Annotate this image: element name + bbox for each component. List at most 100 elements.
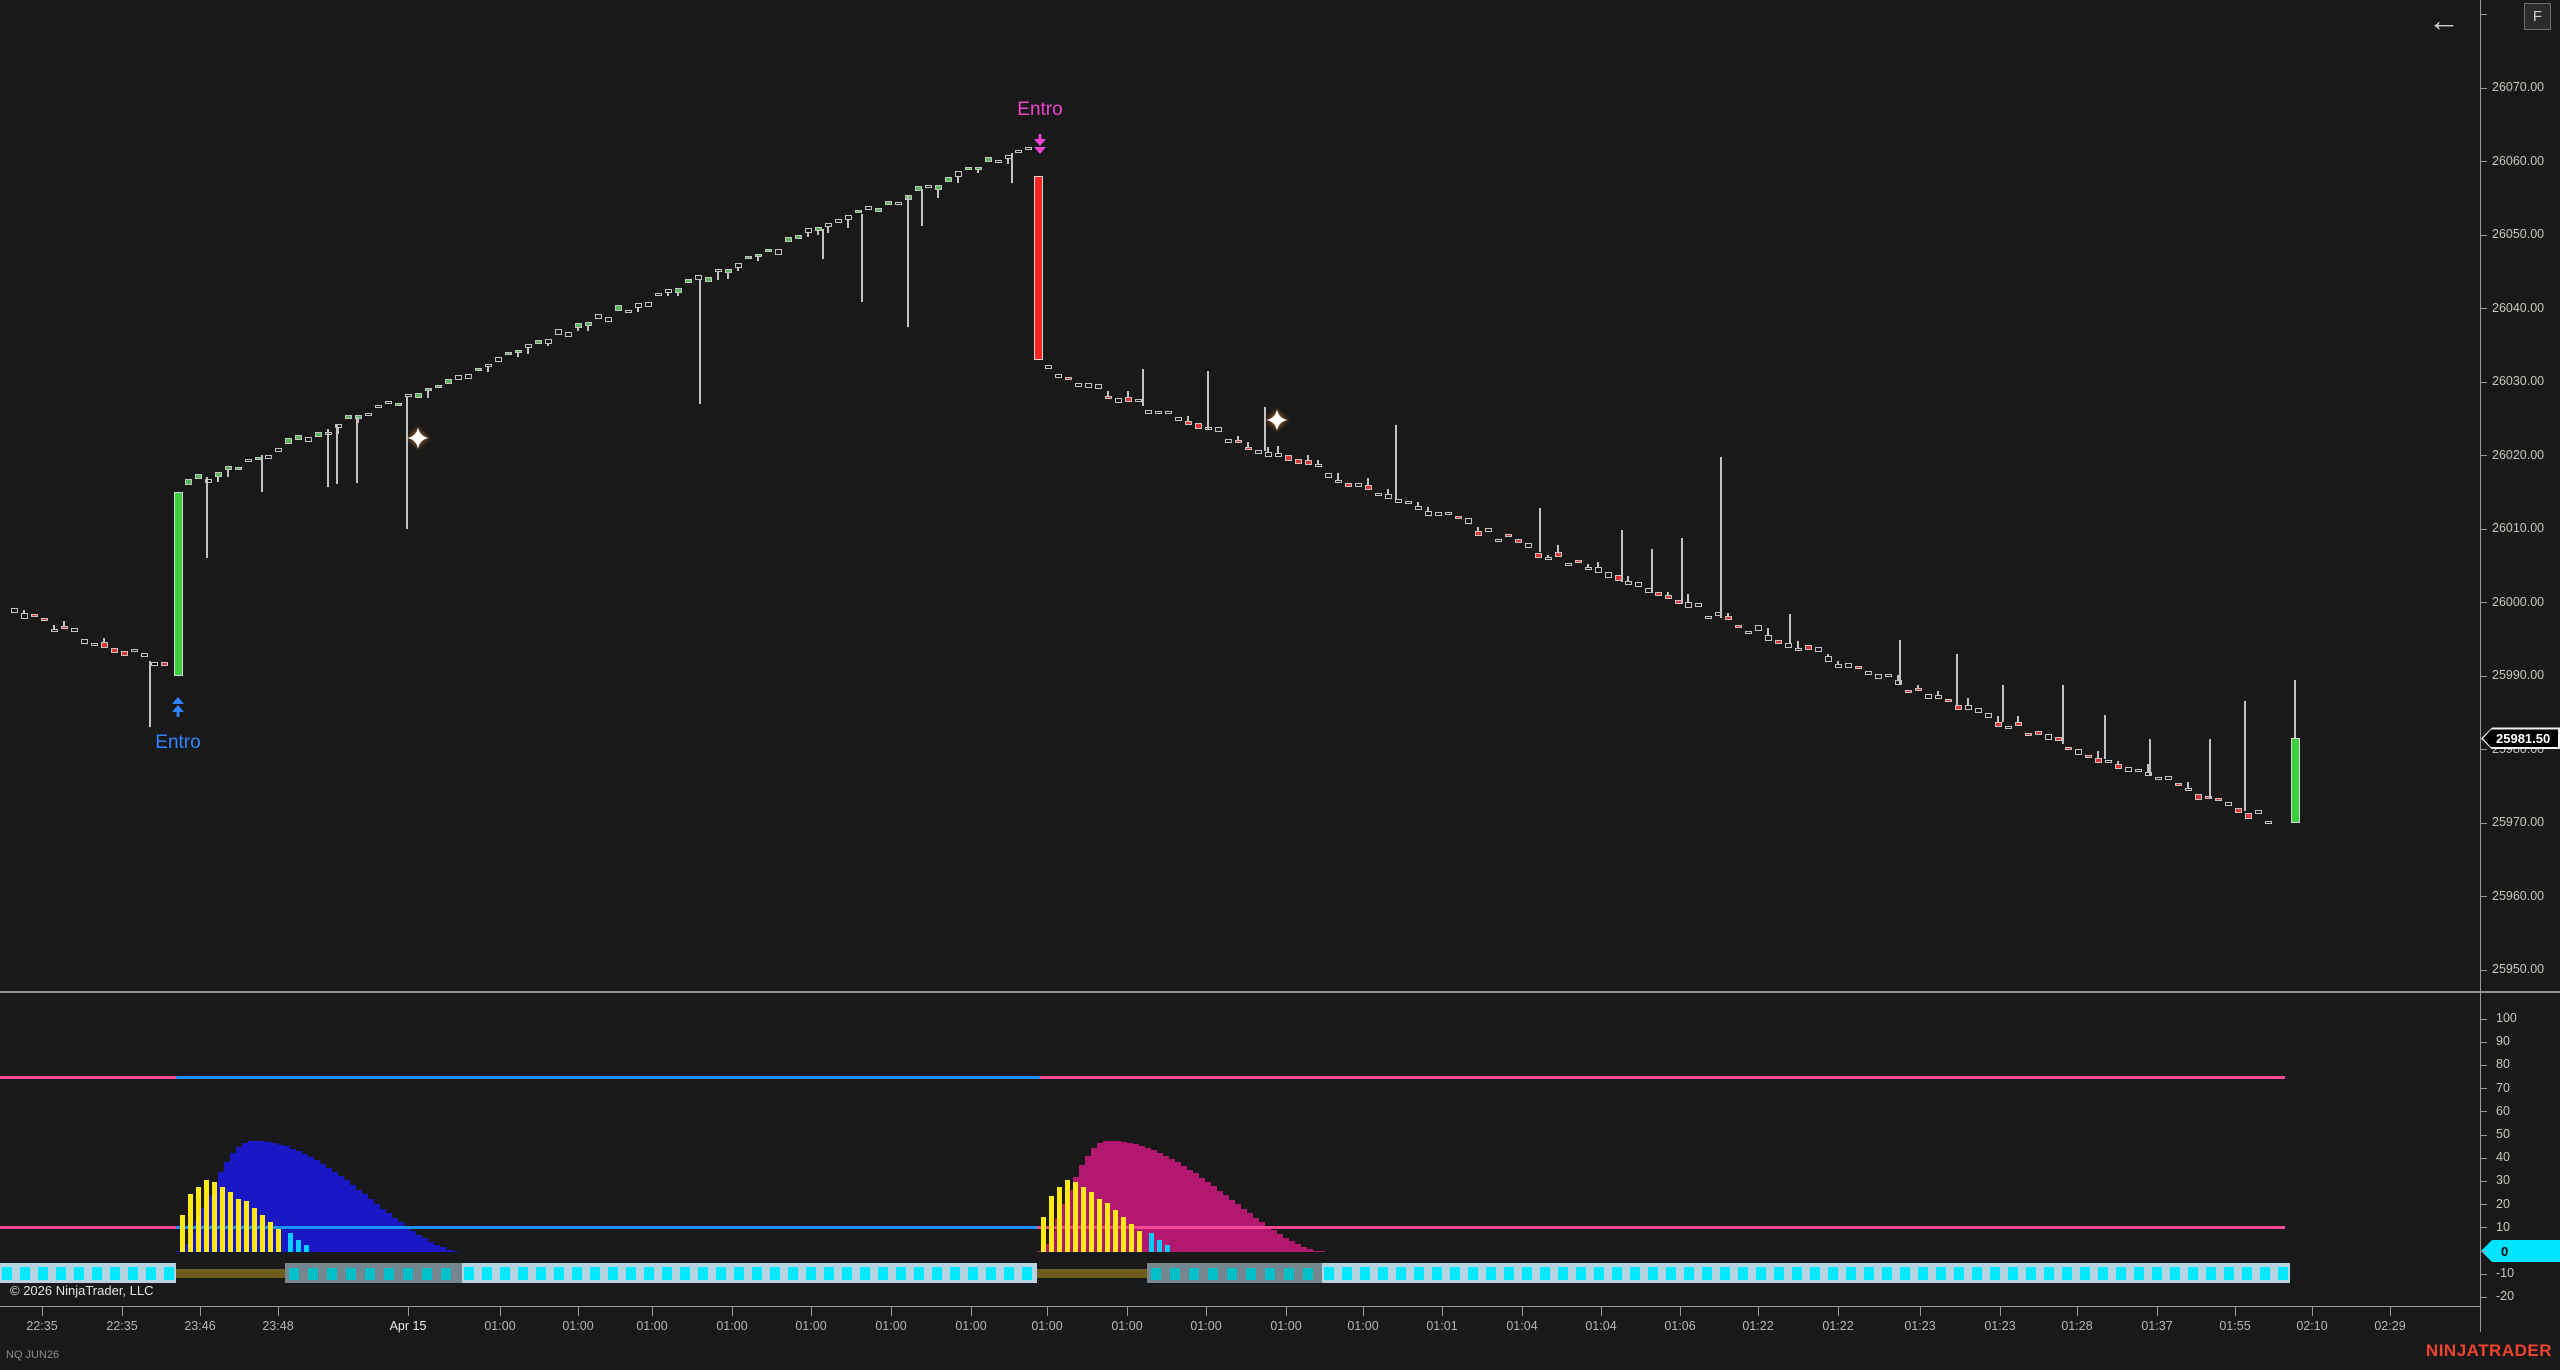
candle	[184, 479, 192, 485]
indicator-axis-label: 90	[2496, 1034, 2510, 1049]
f-button[interactable]: F	[2524, 3, 2551, 30]
time-axis-line	[0, 1306, 2480, 1307]
candle	[1044, 364, 1052, 370]
candle	[2104, 759, 2112, 764]
candle	[1504, 533, 1512, 538]
mound-step	[1235, 1204, 1241, 1252]
time-tick	[1363, 1307, 1364, 1316]
indicator-panel[interactable]	[0, 993, 2560, 1306]
candle-long-wick	[1681, 537, 1683, 604]
axis-tick	[2480, 1134, 2487, 1136]
candle	[904, 195, 912, 200]
price-panel[interactable]	[0, 0, 2560, 991]
candle	[1524, 542, 1532, 548]
candle	[864, 205, 872, 210]
axis-tick	[2480, 602, 2487, 603]
candle	[1734, 625, 1742, 629]
candle-wick	[2017, 715, 2019, 723]
candle	[974, 167, 982, 171]
candle-wick	[1127, 390, 1129, 398]
candle-long-wick	[1621, 530, 1623, 582]
candle	[1764, 634, 1772, 641]
candle-long-wick	[861, 213, 863, 302]
candle-wick	[1547, 554, 1549, 558]
candle	[1644, 587, 1652, 594]
candle-wick	[1667, 591, 1669, 596]
candle	[1974, 708, 1982, 714]
indicator-zero-value: 0	[2501, 1243, 2509, 1259]
candle-wick	[1187, 416, 1189, 423]
candle	[1284, 455, 1292, 461]
panel-separator[interactable]	[0, 991, 2560, 993]
candle-wick	[847, 219, 849, 228]
time-label: 01:22	[1742, 1319, 1774, 1333]
time-label: 01:04	[1585, 1319, 1617, 1333]
time-axis[interactable]: 22:35 22:35 23:46 23:48 Apr 15 01:00 01:00 01:0…	[0, 1306, 2560, 1346]
indicator-axis-label: 100	[2496, 1011, 2517, 1025]
candle	[2124, 766, 2132, 773]
candle	[2034, 730, 2042, 735]
time-label: 01:00	[795, 1319, 827, 1333]
candle	[2094, 758, 2102, 763]
candle	[2214, 797, 2222, 802]
time-tick	[278, 1307, 279, 1316]
candle-wick	[1367, 477, 1369, 486]
candle	[1884, 673, 1892, 678]
candle	[924, 185, 932, 189]
candle-wick	[227, 469, 229, 477]
mound-step	[314, 1160, 320, 1252]
right-axis[interactable]: 26070.00 26060.00 26050.00 26040.00 26030.00…	[2480, 0, 2560, 1370]
candle-long-wick	[1956, 653, 1958, 706]
candle-wick	[957, 176, 959, 183]
mound-step	[266, 1141, 272, 1252]
candle-wick	[977, 169, 979, 173]
candle	[70, 628, 78, 632]
histogram-bar-yellow	[1113, 1210, 1118, 1252]
time-tick	[1206, 1307, 1207, 1316]
candle	[1944, 699, 1952, 703]
entry-marker-label: Entro	[155, 732, 201, 753]
price-axis-label: 26060.00	[2492, 153, 2545, 168]
mound-step	[1289, 1240, 1295, 1252]
candle	[354, 414, 362, 419]
candle-wick	[737, 267, 739, 271]
candle	[1564, 562, 1572, 567]
mound-step	[1109, 1140, 1115, 1252]
candle	[2004, 726, 2012, 730]
candle	[584, 322, 592, 326]
candle	[594, 314, 602, 320]
time-label: 01:23	[1904, 1319, 1936, 1333]
mound-step	[1061, 1203, 1067, 1252]
candle-wick	[527, 346, 529, 354]
candle	[944, 177, 952, 182]
mound-step	[1271, 1230, 1277, 1252]
candle	[1154, 410, 1162, 414]
mound-step	[356, 1189, 362, 1252]
candle-wick	[1827, 653, 1829, 658]
candle-wick	[1917, 684, 1919, 689]
candle-long-wick	[2062, 685, 2064, 744]
histogram-bar-cyan	[288, 1233, 293, 1252]
mound-step	[278, 1144, 284, 1252]
candle	[1964, 704, 1972, 710]
candle-wick	[427, 390, 429, 399]
mound-step	[404, 1226, 410, 1252]
histogram-bar-yellow	[244, 1200, 249, 1252]
candle	[364, 412, 372, 416]
candle	[1694, 603, 1702, 607]
candle-wick	[1387, 488, 1389, 496]
signal-strip-pattern	[464, 1266, 1035, 1280]
candle	[274, 448, 282, 452]
mound-step	[308, 1156, 314, 1252]
candle	[1874, 674, 1882, 679]
back-arrow-icon[interactable]: ←	[2428, 2, 2460, 38]
candle-long-wick	[1899, 639, 1901, 685]
axis-tick	[2480, 234, 2487, 236]
entry-arrow-icon	[171, 696, 185, 717]
candle	[334, 424, 342, 428]
indicator-upper-band	[1040, 1075, 2285, 1079]
candle	[1824, 656, 1832, 662]
mound-step	[1079, 1165, 1085, 1252]
candle	[844, 215, 852, 221]
